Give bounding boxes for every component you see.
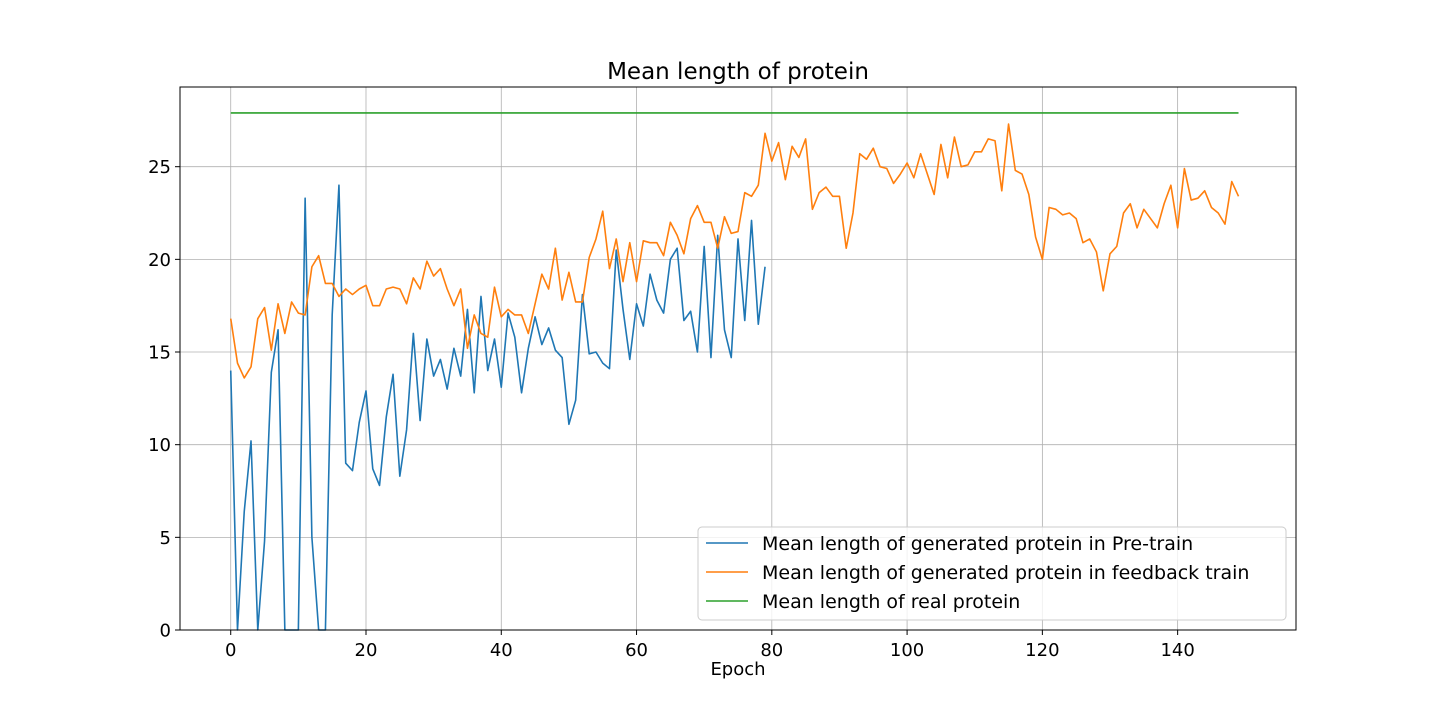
y-tick-label: 5 <box>160 528 171 549</box>
x-tick-label: 120 <box>1025 640 1059 661</box>
x-tick-label: 40 <box>490 640 513 661</box>
y-tick-label: 10 <box>148 435 171 456</box>
y-tick-label: 20 <box>148 250 171 271</box>
x-tick-label: 60 <box>625 640 648 661</box>
legend-label-3: Mean length of real protein <box>762 591 1020 613</box>
x-axis-label: Epoch <box>710 659 765 680</box>
legend-label-2: Mean length of generated protein in feed… <box>762 562 1249 584</box>
ticks: 0 20 40 60 80 100 120 140 0 5 10 15 20 25 <box>148 157 1195 661</box>
y-tick-label: 0 <box>160 621 171 642</box>
legend-box <box>697 526 1287 621</box>
chart-title: Mean length of protein <box>607 59 869 85</box>
x-tick-label: 140 <box>1160 640 1194 661</box>
x-tick-label: 20 <box>355 640 378 661</box>
y-tick-label: 15 <box>148 343 171 364</box>
y-tick-label: 25 <box>148 157 171 178</box>
x-tick-label: 0 <box>225 640 236 661</box>
x-tick-label: 100 <box>890 640 924 661</box>
legend-label-1: Mean length of generated protein in Pre-… <box>762 533 1193 555</box>
series-line-2 <box>229 123 1240 379</box>
plot-frame <box>179 86 1297 631</box>
x-tick-label: 80 <box>760 640 783 661</box>
legend: Mean length of generated protein in Pre-… <box>697 526 1287 621</box>
